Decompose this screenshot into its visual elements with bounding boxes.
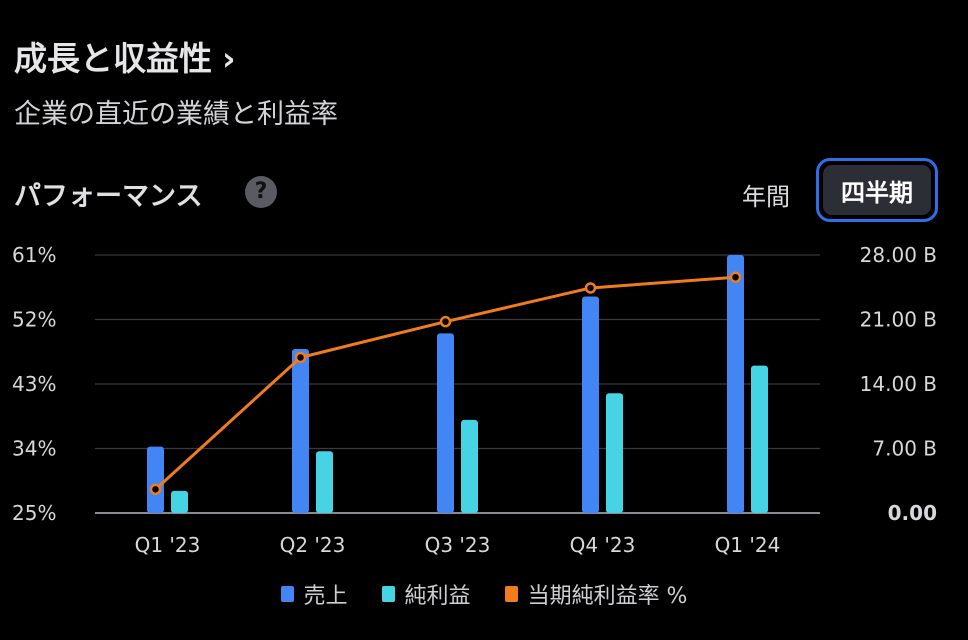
legend-item-net-income[interactable]: 純利益 <box>381 578 471 610</box>
margin-point <box>584 282 597 294</box>
x-tick-label: Q2 '23 <box>280 533 346 557</box>
right-tick-label: 28.00 B <box>860 243 937 267</box>
x-tick-label: Q4 '23 <box>570 533 636 557</box>
margin-point <box>439 315 452 328</box>
right-tick-label: 14.00 B <box>860 372 937 396</box>
x-tick-label: Q1 '23 <box>135 533 201 557</box>
right-tick-label: 7.00 B <box>872 437 937 461</box>
chart-legend: 売上 純利益 当期純利益率 % <box>0 578 968 610</box>
title-text: 成長と収益性 <box>14 39 212 78</box>
help-icon[interactable]: ? <box>245 176 277 208</box>
bar-revenue <box>727 255 744 513</box>
left-tick-label: 61% <box>12 243 56 267</box>
bar-revenue <box>437 333 454 513</box>
legend-label-margin: 当期純利益率 % <box>527 584 688 609</box>
margin-point <box>149 483 162 496</box>
tab-annual[interactable]: 年間 <box>742 183 790 211</box>
margin-point <box>729 271 742 283</box>
tab-quarterly[interactable]: 四半期 <box>816 158 938 222</box>
performance-heading: パフォーマンス <box>14 181 203 212</box>
chevron-right-icon[interactable]: › <box>222 39 236 78</box>
bar-net-income <box>606 393 623 513</box>
bar-net-income <box>316 451 333 513</box>
bar-revenue <box>292 348 309 513</box>
section-title-growth[interactable]: 成長と収益性 › <box>14 32 236 80</box>
legend-swatch-revenue <box>280 586 294 602</box>
margin-point <box>294 351 307 364</box>
left-tick-label: 43% <box>12 372 56 396</box>
legend-label-net-income: 純利益 <box>404 584 471 609</box>
x-tick-label: Q1 '24 <box>715 533 781 557</box>
left-tick-label: 34% <box>12 437 56 461</box>
legend-swatch-margin <box>504 586 518 602</box>
bar-net-income <box>751 365 768 513</box>
right-tick-label: 21.00 B <box>860 308 937 332</box>
right-tick-label: 0.00 <box>888 501 937 525</box>
legend-label-revenue: 売上 <box>303 584 348 609</box>
tab-quarterly-label: 四半期 <box>823 165 931 215</box>
x-tick-label: Q3 '23 <box>425 533 491 557</box>
bar-revenue <box>582 296 599 513</box>
legend-swatch-net-income <box>381 586 395 602</box>
bar-net-income <box>461 419 478 513</box>
subtitle: 企業の直近の業績と利益率 <box>14 99 338 130</box>
legend-item-margin[interactable]: 当期純利益率 % <box>504 578 688 610</box>
bar-net-income <box>171 490 188 513</box>
left-tick-label: 52% <box>12 308 56 332</box>
bar-revenue <box>147 446 164 513</box>
left-tick-label: 25% <box>12 501 56 525</box>
legend-item-revenue[interactable]: 売上 <box>280 578 348 610</box>
